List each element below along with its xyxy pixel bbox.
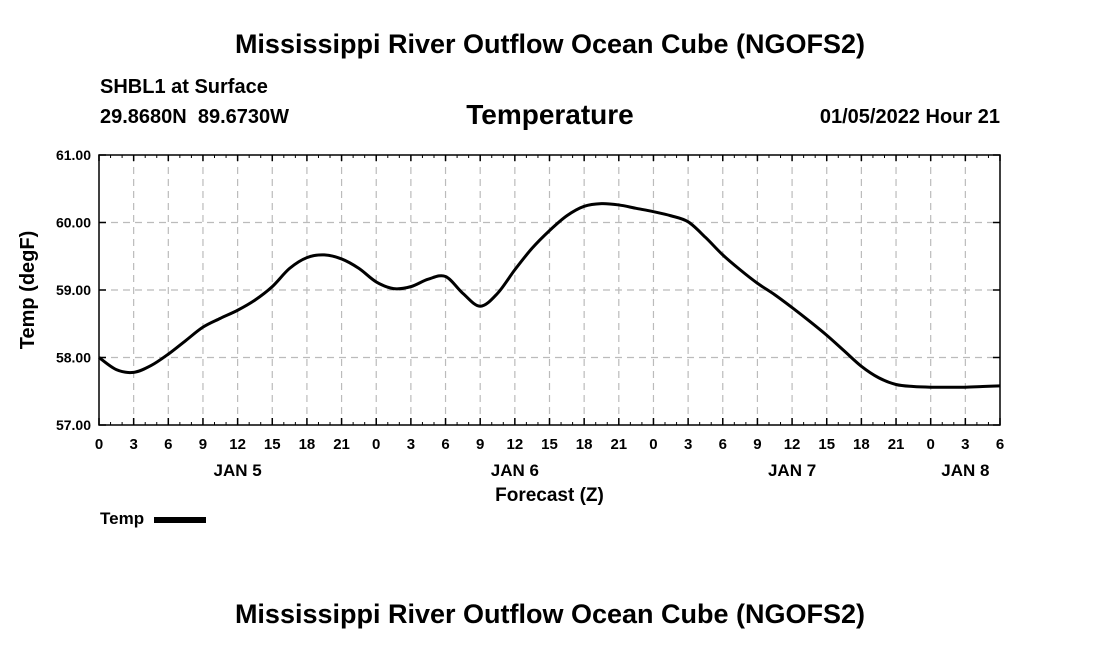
forecast-timestamp: 01/05/2022 Hour 21 (819, 106, 1000, 128)
x-tick-label: 21 (888, 436, 905, 453)
x-day-label: JAN 7 (768, 461, 816, 480)
x-tick-label: 18 (853, 436, 870, 453)
y-tick-label: 61.00 (56, 147, 91, 163)
legend-swatch (154, 517, 207, 523)
x-tick-label: 12 (229, 436, 246, 453)
y-tick-label: 58.00 (56, 350, 91, 366)
x-tick-label: 0 (927, 436, 935, 453)
x-tick-label: 12 (507, 436, 524, 453)
x-tick-label: 6 (996, 436, 1004, 453)
x-day-label: JAN 6 (491, 461, 539, 480)
x-tick-label: 18 (299, 436, 316, 453)
x-tick-label: 3 (684, 436, 692, 453)
chart-footer-title: Mississippi River Outflow Ocean Cube (NG… (234, 599, 866, 629)
x-tick-label: 9 (476, 436, 484, 453)
x-tick-label: 12 (784, 436, 801, 453)
x-tick-label: 15 (264, 436, 281, 453)
y-tick-label: 59.00 (56, 282, 91, 298)
x-tick-label: 6 (719, 436, 727, 453)
y-axis-label: Temp (degF) (17, 231, 39, 350)
chart-subtitle: Temperature (466, 99, 634, 130)
temp-series-line (98, 202, 1001, 389)
x-day-label: JAN 8 (941, 461, 989, 480)
y-tick-label: 57.00 (56, 417, 91, 433)
x-tick-label: 0 (649, 436, 657, 453)
x-tick-label: 15 (541, 436, 558, 453)
station-coordinates: 29.8680N 89.6730W (100, 106, 290, 128)
x-tick-label: 21 (610, 436, 627, 453)
x-tick-label: 6 (164, 436, 172, 453)
legend: Temp (100, 509, 207, 529)
plot-frame (98, 154, 1001, 426)
x-tick-label: 18 (576, 436, 593, 453)
x-tick-label: 3 (407, 436, 415, 453)
x-day-label: JAN 5 (214, 461, 262, 480)
x-tick-label: 3 (961, 436, 969, 453)
x-tick-label: 0 (372, 436, 380, 453)
y-tick-label: 60.00 (56, 215, 91, 231)
x-tick-label: 0 (95, 436, 103, 453)
legend-label: Temp (100, 509, 145, 528)
x-axis-label: Forecast (Z) (495, 485, 604, 506)
station-name: SHBL1 at Surface (100, 76, 268, 98)
x-tick-label: 21 (333, 436, 350, 453)
chart-main-title: Mississippi River Outflow Ocean Cube (NG… (234, 29, 866, 59)
x-tick-label: 3 (129, 436, 137, 453)
x-tick-label: 15 (818, 436, 835, 453)
x-tick-label: 9 (199, 436, 207, 453)
x-tick-label: 6 (441, 436, 449, 453)
x-tick-label: 9 (753, 436, 761, 453)
